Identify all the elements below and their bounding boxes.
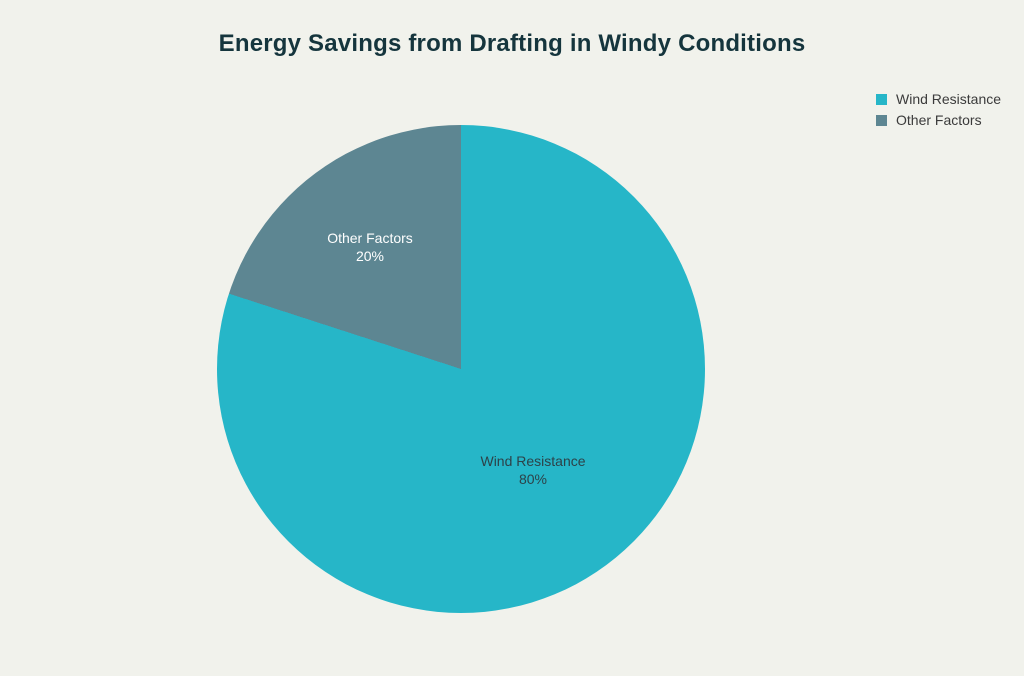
legend-item-wind-resistance[interactable]: Wind Resistance — [876, 91, 1001, 107]
legend: Wind Resistance Other Factors — [876, 91, 1001, 128]
legend-item-other-factors[interactable]: Other Factors — [876, 112, 1001, 128]
legend-label-other-factors: Other Factors — [896, 112, 982, 128]
chart-title: Energy Savings from Drafting in Windy Co… — [218, 30, 806, 57]
pie-chart[interactable] — [217, 125, 705, 613]
legend-label-wind-resistance: Wind Resistance — [896, 91, 1002, 107]
legend-swatch-wind-resistance — [876, 93, 887, 105]
legend-swatch-other-factors — [876, 114, 887, 126]
